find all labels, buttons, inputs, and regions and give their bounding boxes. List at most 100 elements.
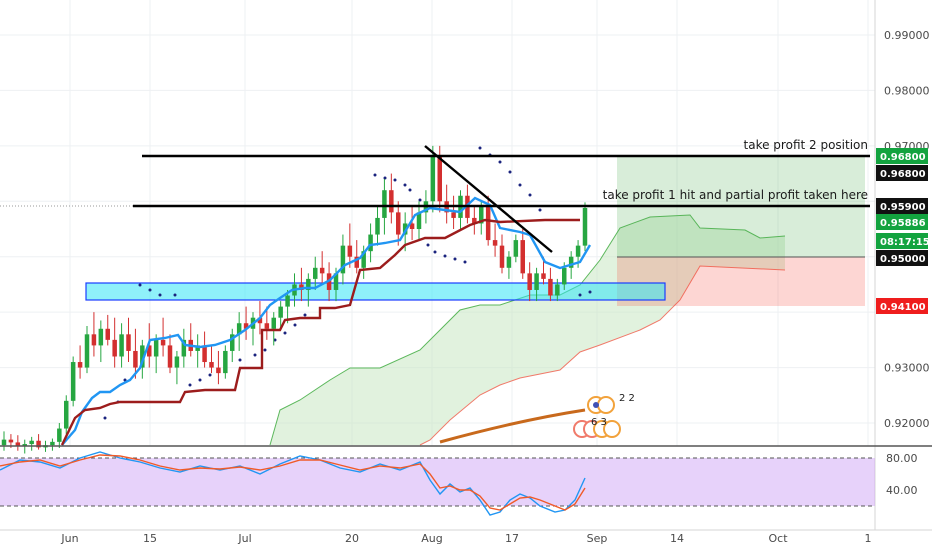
candle	[527, 262, 532, 302]
candle	[64, 395, 69, 435]
time-tick-label: 15	[143, 532, 157, 545]
sar-dot	[538, 208, 542, 212]
time-tick-label: Oct	[768, 532, 788, 545]
sar-dot	[263, 348, 267, 352]
rsi-tick-label: 40.00	[886, 484, 918, 497]
candle	[223, 345, 228, 379]
sar-dot	[283, 331, 287, 335]
price-tag: 0.95886	[876, 214, 928, 230]
candle	[361, 245, 366, 279]
candle	[499, 234, 505, 274]
candle	[57, 423, 62, 448]
time-tick-label: 1	[865, 532, 872, 545]
candle	[216, 350, 221, 385]
sar-dot	[303, 313, 307, 317]
price-tags: 0.96800 0.96800 0.95900 0.95886 08:17:15 0.95…	[876, 148, 930, 314]
price-tick-label: 0.93000	[884, 362, 930, 375]
candle	[202, 331, 207, 368]
tp1-annotation: take profit 1 hit and partial profit tak…	[603, 188, 868, 202]
candle	[209, 345, 214, 374]
candle	[347, 223, 353, 268]
candle	[389, 173, 394, 224]
svg-text:0.96800: 0.96800	[880, 169, 926, 180]
candle	[534, 267, 539, 302]
price-tag: 0.96800	[876, 148, 928, 164]
rsi-signal-line	[0, 454, 586, 511]
sar-dot	[578, 293, 582, 297]
candle	[555, 278, 560, 302]
price-tick-label: 0.98000	[884, 84, 930, 97]
candle	[188, 323, 193, 357]
candle	[451, 195, 456, 230]
sar-dot	[188, 383, 192, 387]
candle	[285, 289, 290, 324]
sar-dot	[418, 198, 422, 202]
sar-dot	[253, 353, 257, 357]
svg-text:0.96800: 0.96800	[880, 152, 926, 163]
sar-dot	[463, 260, 467, 264]
svg-text:08:17:15: 08:17:15	[880, 237, 930, 248]
candle	[29, 436, 34, 451]
candle	[70, 356, 76, 407]
candle	[354, 240, 359, 274]
price-tag: 0.95900	[876, 198, 928, 214]
price-tag: 08:17:15	[876, 233, 930, 249]
candle	[444, 184, 449, 224]
sar-dot	[173, 293, 177, 297]
candle	[174, 350, 180, 385]
candle	[313, 256, 318, 290]
rsi-axis: 80.00 40.00	[886, 452, 918, 497]
candle	[520, 229, 525, 279]
candle	[119, 323, 124, 368]
sar-dot	[208, 373, 212, 377]
time-tick-label: Jul	[237, 532, 251, 545]
price-tag: 0.96800	[876, 165, 928, 181]
candle	[306, 273, 311, 307]
candle	[548, 267, 553, 302]
candle	[84, 326, 90, 374]
sar-dot	[383, 176, 387, 180]
tenkan-line	[61, 196, 592, 446]
candle	[513, 234, 519, 263]
candle	[264, 306, 270, 340]
time-tick-label: 17	[505, 532, 519, 545]
sar-dot	[403, 183, 407, 187]
sar-dot	[123, 378, 127, 382]
price-tag: 0.95000	[876, 250, 928, 266]
candle	[582, 202, 588, 252]
candle	[319, 251, 325, 285]
kijun-line	[60, 218, 580, 446]
candle	[98, 320, 104, 363]
sar-dot	[103, 416, 107, 420]
sar-dot	[293, 323, 297, 327]
candle	[250, 312, 256, 346]
earnings-trend-line	[439, 408, 586, 444]
candle	[181, 328, 187, 368]
candle	[409, 206, 415, 241]
sar-dot	[528, 193, 532, 197]
sar-dot	[148, 288, 152, 292]
candle	[153, 334, 159, 374]
sar-dot	[518, 183, 522, 187]
time-tick-label: 20	[345, 532, 359, 545]
sar-dot	[426, 243, 430, 247]
candle	[236, 312, 242, 351]
time-tick-label: Jun	[60, 532, 78, 545]
svg-text:0.95900: 0.95900	[880, 202, 926, 213]
candle	[50, 438, 55, 451]
price-tick-label: 0.99000	[884, 29, 930, 42]
candle	[416, 201, 422, 241]
rsi-tick-label: 80.00	[886, 452, 918, 465]
price-tag: 0.94100	[876, 298, 928, 314]
candle	[133, 328, 138, 379]
sar-dot	[138, 283, 142, 287]
sar-dot	[393, 178, 397, 182]
candle	[340, 234, 346, 285]
candle	[91, 312, 97, 357]
svg-text:0.94100: 0.94100	[880, 302, 926, 313]
downtrend-line	[424, 145, 553, 253]
candle	[396, 201, 401, 246]
sar-dot	[408, 188, 412, 192]
